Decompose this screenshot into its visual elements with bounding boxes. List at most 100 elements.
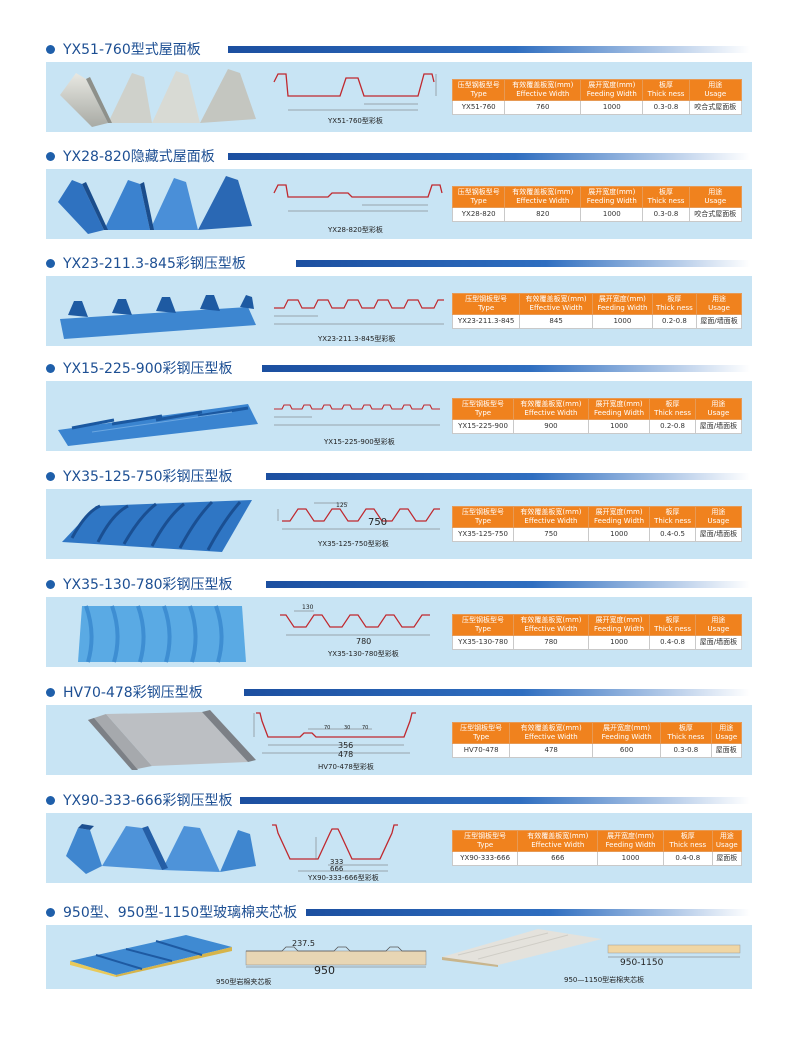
header-thickness: 板厚 Thick ness <box>649 614 696 636</box>
cell-usage: 咬合式屋面板 <box>688 207 743 222</box>
bullet-dot-icon <box>46 363 55 373</box>
header-usage: 用途 Usage <box>696 293 742 315</box>
cell-thickness: 0.3-0.8 <box>642 207 690 222</box>
cell-effective: 750 <box>513 527 589 542</box>
panel-photo-icon <box>60 69 256 127</box>
panel-photo-icon <box>62 500 252 552</box>
section-title: YX35-130-780彩钢压型板 <box>63 577 233 593</box>
cell-type: YX51-760 <box>451 100 506 115</box>
profile-caption: YX51-760型彩板 <box>328 117 383 125</box>
header-usage: 用途 Usage <box>694 614 743 636</box>
profile-caption: YX28-820型彩板 <box>328 226 383 234</box>
header-feeding-width: 展开宽度(mm) Feeding Width <box>592 722 662 744</box>
profile-diagram <box>280 610 430 636</box>
panel-photo-icon <box>66 824 256 874</box>
section-title: YX23-211.3-845彩钢压型板 <box>63 256 246 272</box>
header-effective-width: 有效覆盖板宽(mm) Effective Width <box>513 506 589 528</box>
dimension-label: 666 <box>330 865 344 873</box>
product-panel: 237.5 950 950型岩棉夹芯板 950-1150 950—1150型岩棉… <box>46 925 752 989</box>
header-thickness: 板厚 Thick ness <box>662 830 713 852</box>
section-heading: YX28-820隐藏式屋面板 <box>46 145 215 167</box>
header-type: 压型钢板型号 Type <box>451 398 515 420</box>
section-title: YX28-820隐藏式屋面板 <box>63 149 215 165</box>
cell-feeding: 1000 <box>587 527 651 542</box>
cell-usage: 屋面/墙面板 <box>694 635 743 650</box>
panel-photo-icon <box>58 404 258 446</box>
profile-diagram <box>253 712 416 754</box>
spec-table: 压型钢板型号 Type 有效覆盖板宽(mm) Effective Width 展开宽… <box>451 722 743 758</box>
cell-thickness: 0.4-0.8 <box>649 635 696 650</box>
header-effective-width: 有效覆盖板宽(mm) Effective Width <box>504 186 582 208</box>
spec-table: 压型钢板型号 Type 有效覆盖板宽(mm) Effective Width 展开宽… <box>451 293 742 329</box>
dimension-label: 478 <box>338 750 354 759</box>
header-feeding-width: 展开宽度(mm) Feeding Width <box>580 186 644 208</box>
cell-thickness: 0.3-0.8 <box>642 100 690 115</box>
section-title: YX51-760型式屋面板 <box>63 42 201 58</box>
header-thickness: 板厚 Thick ness <box>649 398 696 420</box>
profile-diagram <box>274 299 444 325</box>
header-effective-width: 有效覆盖板宽(mm) Effective Width <box>513 614 589 636</box>
sandwich-profile-diagram <box>245 946 427 968</box>
bullet-dot-icon <box>46 471 55 481</box>
header-type: 压型钢板型号 Type <box>451 293 521 315</box>
header-effective-width: 有效覆盖板宽(mm) Effective Width <box>519 293 593 315</box>
table-row: YX35-130-780 780 1000 0.4-0.8 屋面/墙面板 <box>451 635 743 650</box>
section-heading: YX35-125-750彩钢压型板 <box>46 465 233 487</box>
cell-thickness: 0.2-0.8 <box>649 419 696 434</box>
section-title: YX35-125-750彩钢压型板 <box>63 469 233 485</box>
heading-bar <box>228 46 750 53</box>
cell-effective: 760 <box>504 100 582 115</box>
cell-feeding: 1000 <box>597 851 664 866</box>
sandwich-board-diagram <box>607 944 741 958</box>
profile-caption: YX15-225-900型彩板 <box>324 438 395 446</box>
cell-feeding: 1000 <box>580 207 644 222</box>
header-usage: 用途 Usage <box>688 186 743 208</box>
dimension-label: 356 <box>338 741 354 750</box>
cell-thickness: 0.4-0.5 <box>649 527 696 542</box>
heading-bar <box>306 909 750 916</box>
section-title: 950型、950型-1150型玻璃棉夹芯板 <box>63 905 298 921</box>
header-effective-width: 有效覆盖板宽(mm) Effective Width <box>513 398 589 420</box>
table-row: YX23-211.3-845 845 1000 0.2-0.8 屋面/墙面板 <box>451 314 742 329</box>
spec-table: 压型钢板型号 Type 有效覆盖板宽(mm) Effective Width 展开宽… <box>451 398 743 434</box>
product-panel: YX28-820型彩板 压型钢板型号 Type 有效覆盖板宽(mm) Effecti… <box>46 169 752 239</box>
section-heading: HV70-478彩钢压型板 <box>46 681 203 703</box>
bullet-dot-icon <box>46 687 55 697</box>
cell-usage: 屋面/墙面板 <box>694 419 743 434</box>
product-panel: YX23-211.3-845型彩板 压型钢板型号 Type 有效覆盖板宽(mm) E… <box>46 276 752 346</box>
dimension-label: 780 <box>356 637 372 646</box>
dimension-label: 333 <box>330 858 344 866</box>
product-panel: 125 750 YX35-125-750型彩板 压型钢板型号 Type 有效覆盖板… <box>46 489 752 559</box>
heading-bar <box>296 260 750 267</box>
cell-effective: 478 <box>509 743 594 758</box>
header-thickness: 板厚 Thick ness <box>649 506 696 528</box>
panel-photo-icon <box>60 295 256 339</box>
profile-diagram <box>274 404 440 426</box>
header-feeding-width: 展开宽度(mm) Feeding Width <box>591 293 653 315</box>
cell-effective: 666 <box>517 851 599 866</box>
heading-bar <box>228 153 750 160</box>
bullet-dot-icon <box>46 44 55 54</box>
profile-caption: YX35-125-750型彩板 <box>318 540 389 548</box>
cell-type: YX15-225-900 <box>451 419 515 434</box>
section-heading: YX15-225-900彩钢压型板 <box>46 357 233 379</box>
spec-table: 压型钢板型号 Type 有效覆盖板宽(mm) Effective Width 展开宽… <box>451 614 743 650</box>
section-title: YX15-225-900彩钢压型板 <box>63 361 233 377</box>
bullet-dot-icon <box>46 258 55 268</box>
cell-usage: 屋面板 <box>710 743 743 758</box>
cell-effective: 780 <box>513 635 589 650</box>
header-thickness: 板厚 Thick ness <box>642 79 690 101</box>
header-feeding-width: 展开宽度(mm) Feeding Width <box>597 830 664 852</box>
header-usage: 用途 Usage <box>711 830 743 852</box>
header-feeding-width: 展开宽度(mm) Feeding Width <box>587 398 651 420</box>
spec-table: 压型钢板型号 Type 有效覆盖板宽(mm) Effective Width 展开宽… <box>451 79 743 115</box>
header-usage: 用途 Usage <box>694 506 743 528</box>
cell-type: YX28-820 <box>451 207 506 222</box>
bullet-dot-icon <box>46 579 55 589</box>
bullet-dot-icon <box>46 907 55 917</box>
cell-usage: 屋面/墙面板 <box>694 527 743 542</box>
product-panel: YX51-760型彩板 压型钢板型号 Type 有效覆盖板宽(mm) Effecti… <box>46 62 752 132</box>
cell-feeding: 600 <box>592 743 662 758</box>
cell-usage: 咬合式屋面板 <box>688 100 743 115</box>
bullet-dot-icon <box>46 151 55 161</box>
